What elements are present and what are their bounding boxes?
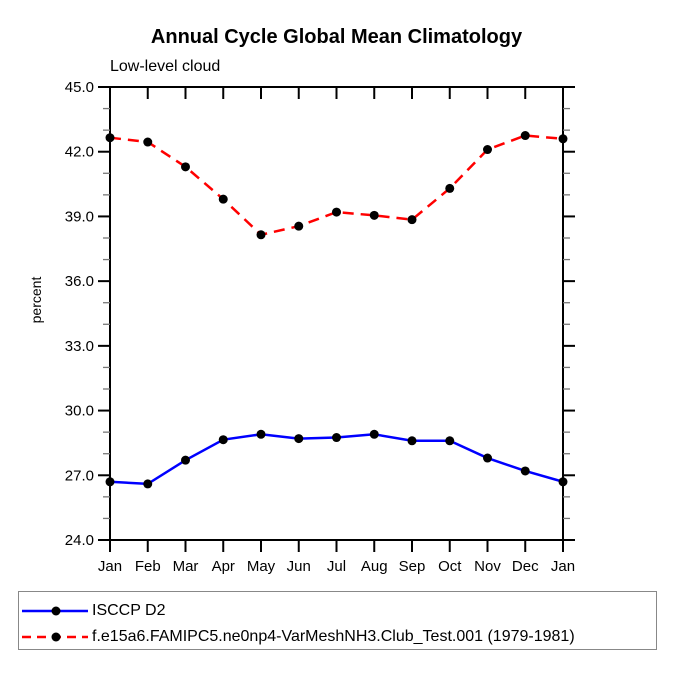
legend-label: f.e15a6.FAMIPC5.ne0np4-VarMeshNH3.Club_T…: [92, 628, 575, 645]
y-tick-label: 27.0: [65, 467, 94, 484]
data-point-marker: [483, 453, 492, 463]
chart-subtitle: Low-level cloud: [110, 58, 221, 75]
x-tick-label: Feb: [135, 558, 161, 575]
x-tick-label: Jun: [287, 558, 311, 575]
data-point-marker: [445, 436, 455, 446]
data-point-marker: [407, 436, 417, 446]
x-tick-label: Mar: [173, 558, 199, 575]
legend-item-model: f.e15a6.FAMIPC5.ne0np4-VarMeshNH3.Club_T…: [22, 624, 656, 650]
data-point-marker: [445, 183, 455, 193]
legend-label: ISCCP D2: [92, 602, 166, 619]
data-point-marker: [332, 207, 341, 217]
data-point-marker: [369, 429, 379, 439]
y-tick-label: 42.0: [65, 144, 94, 161]
x-tick-label: Nov: [474, 558, 501, 575]
data-point-marker: [520, 466, 530, 476]
data-point-marker: [218, 435, 228, 445]
x-tick-label: May: [247, 558, 276, 575]
data-point-marker: [369, 210, 379, 220]
data-point-marker: [105, 133, 115, 143]
data-point-marker: [256, 230, 266, 240]
data-point-marker: [558, 477, 568, 487]
y-tick-label: 30.0: [65, 403, 94, 420]
x-tick-label: Jan: [98, 558, 122, 575]
data-point-marker: [181, 455, 190, 465]
legend-box: ISCCP D2 f.e15a6.FAMIPC5.ne0np4-VarMeshN…: [18, 591, 657, 650]
y-tick-label: 45.0: [65, 79, 94, 96]
data-point-marker: [294, 434, 304, 444]
legend-line-sample-solid: [22, 606, 88, 616]
legend-item-isccp: ISCCP D2: [22, 598, 656, 624]
data-point-marker: [218, 194, 228, 204]
x-tick-label: Jan: [551, 558, 575, 575]
data-point-marker: [181, 162, 190, 172]
data-point-marker: [294, 221, 304, 231]
x-tick-label: Jul: [327, 558, 346, 575]
x-tick-label: Oct: [438, 558, 462, 575]
data-point-marker: [143, 137, 153, 147]
y-tick-label: 39.0: [65, 208, 94, 225]
y-tick-label: 36.0: [65, 273, 94, 290]
data-point-marker: [256, 429, 266, 439]
data-point-marker: [143, 479, 153, 489]
x-tick-label: Sep: [399, 558, 426, 575]
legend-line-sample-dashed: [22, 632, 88, 642]
y-tick-label: 24.0: [65, 532, 94, 549]
series-line: [109, 134, 564, 237]
x-tick-label: Dec: [512, 558, 539, 575]
data-point-marker: [105, 477, 115, 487]
chart-title: Annual Cycle Global Mean Climatology: [150, 26, 523, 48]
data-point-marker: [407, 215, 417, 225]
data-point-marker: [558, 134, 568, 144]
x-tick-label: Apr: [212, 558, 235, 575]
data-point-marker: [332, 433, 341, 443]
data-point-marker: [520, 131, 530, 141]
axis-frame: [109, 86, 564, 541]
x-tick-label: Aug: [361, 558, 388, 575]
data-point-marker: [483, 145, 492, 155]
y-tick-label: 33.0: [65, 338, 94, 355]
